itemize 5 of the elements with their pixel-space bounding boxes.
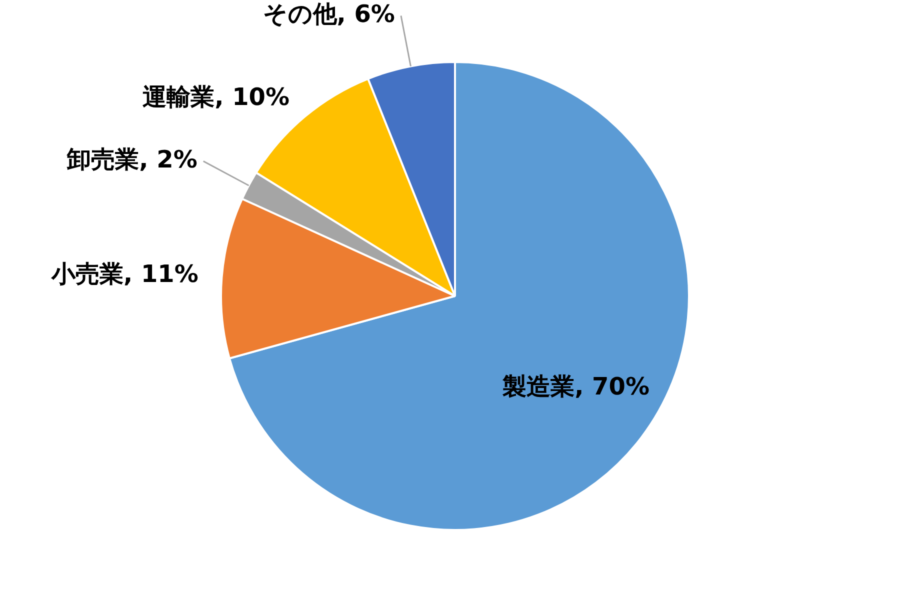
slice-label: 製造業, 70% [502,372,650,400]
slice-label: 運輸業, 10% [142,83,290,112]
slice-label: 小売業, 11% [50,260,198,288]
slice-label: 卸売業, 2% [66,145,198,174]
slice-label: その他, 6% [262,0,395,28]
